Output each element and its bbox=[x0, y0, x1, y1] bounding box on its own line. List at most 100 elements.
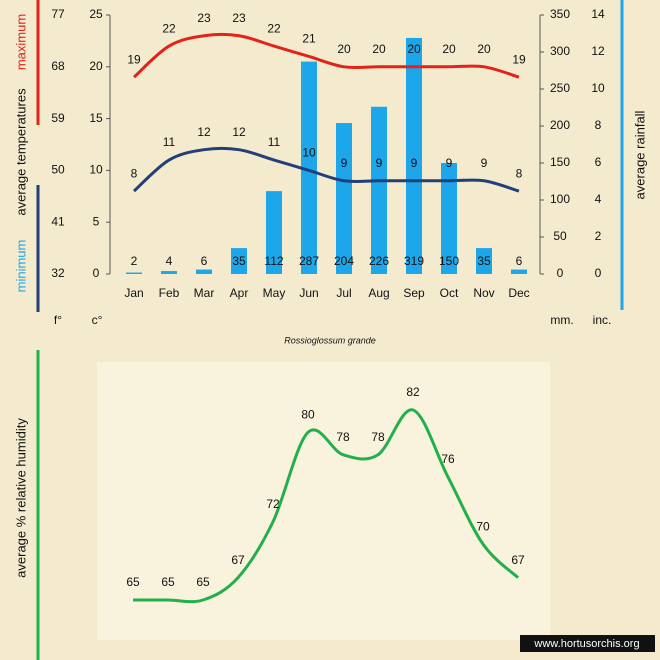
rain-bar bbox=[371, 106, 387, 274]
rain-bar bbox=[126, 272, 142, 274]
temp-value: 23 bbox=[197, 11, 211, 25]
tick-label: 50 bbox=[553, 229, 567, 243]
f-unit: f° bbox=[54, 313, 62, 327]
tick-label: 300 bbox=[550, 44, 570, 58]
x-tick-label: Dec bbox=[508, 286, 529, 300]
temp-value: 20 bbox=[372, 42, 386, 56]
temp-value: 12 bbox=[197, 125, 211, 139]
tick-label: 350 bbox=[550, 7, 570, 21]
x-tick-label: Mar bbox=[194, 286, 215, 300]
temp-value: 8 bbox=[516, 166, 523, 180]
humidity-panel bbox=[97, 362, 550, 640]
tick-label: 50 bbox=[51, 163, 65, 177]
temp-value: 9 bbox=[376, 156, 383, 170]
x-tick-label: Apr bbox=[230, 286, 249, 300]
tick-label: 20 bbox=[89, 59, 103, 73]
temp-label: average temperatures bbox=[13, 88, 28, 216]
tick-label: 200 bbox=[550, 118, 570, 132]
humidity-value: 78 bbox=[336, 430, 350, 444]
subtitle: Rossioglossum grande bbox=[284, 335, 376, 345]
rain-bar bbox=[476, 248, 492, 274]
humidity-value: 76 bbox=[441, 452, 455, 466]
rain-value: 287 bbox=[299, 254, 319, 268]
humidity-value: 67 bbox=[511, 553, 525, 567]
temp-value: 11 bbox=[268, 135, 281, 149]
humidity-value: 70 bbox=[476, 519, 490, 533]
temp-line bbox=[132, 32, 520, 79]
temp-value: 9 bbox=[411, 156, 418, 170]
rain-value: 2 bbox=[131, 254, 138, 268]
temp-value: 20 bbox=[477, 42, 491, 56]
tick-label: 250 bbox=[550, 81, 570, 95]
x-tick-label: Jun bbox=[299, 286, 318, 300]
humidity-value: 72 bbox=[266, 497, 280, 511]
rain-bar bbox=[266, 191, 282, 274]
tick-label: 0 bbox=[93, 266, 100, 280]
tick-label: 0 bbox=[595, 266, 602, 280]
humidity-line bbox=[132, 408, 520, 604]
temp-value: 20 bbox=[337, 42, 351, 56]
x-tick-label: Feb bbox=[159, 286, 180, 300]
humidity-value: 78 bbox=[371, 430, 385, 444]
x-tick-label: May bbox=[263, 286, 286, 300]
tick-label: 14 bbox=[591, 7, 605, 21]
footer: www.hortusorchis.org bbox=[533, 638, 639, 650]
min-label: minimum bbox=[13, 240, 28, 293]
x-tick-label: Jul bbox=[336, 286, 351, 300]
tick-label: 2 bbox=[595, 229, 602, 243]
temp-value: 21 bbox=[302, 32, 316, 46]
humidity-value: 82 bbox=[406, 385, 420, 399]
rain-value: 6 bbox=[516, 254, 523, 268]
rain-bar bbox=[441, 163, 457, 274]
x-tick-label: Aug bbox=[368, 286, 389, 300]
rain-bar bbox=[511, 269, 527, 274]
footer-box bbox=[520, 635, 655, 652]
temp-value: 23 bbox=[232, 11, 246, 25]
tick-label: 10 bbox=[89, 163, 103, 177]
temp-value: 22 bbox=[162, 21, 176, 35]
x-tick-label: Jan bbox=[124, 286, 143, 300]
tick-label: 77 bbox=[51, 7, 65, 21]
temp-value: 19 bbox=[127, 52, 141, 66]
temp-value: 12 bbox=[232, 125, 246, 139]
rain-label: average rainfall bbox=[632, 110, 647, 199]
tick-label: 150 bbox=[550, 155, 570, 169]
tick-label: 6 bbox=[595, 155, 602, 169]
rain-value: 204 bbox=[334, 254, 354, 268]
rain-value: 4 bbox=[166, 254, 173, 268]
rain-bar bbox=[336, 123, 352, 274]
rain-bar bbox=[301, 61, 317, 275]
rain-bar bbox=[406, 37, 422, 274]
humidity-value: 67 bbox=[231, 553, 245, 567]
tick-label: 59 bbox=[51, 111, 65, 125]
tick-label: 10 bbox=[591, 81, 605, 95]
rain-bar bbox=[161, 271, 177, 274]
temp-value: 22 bbox=[267, 21, 281, 35]
temp-value: 11 bbox=[163, 135, 176, 149]
tick-label: 5 bbox=[93, 214, 100, 228]
temp-value: 8 bbox=[131, 166, 138, 180]
temp-value: 9 bbox=[446, 156, 453, 170]
humidity-value: 65 bbox=[126, 575, 140, 589]
rain-bar bbox=[231, 248, 247, 274]
rain-value: 150 bbox=[439, 254, 459, 268]
tick-label: 41 bbox=[51, 214, 65, 228]
mm-unit: mm. bbox=[550, 313, 573, 327]
c-unit: c° bbox=[92, 313, 103, 327]
x-tick-label: Sep bbox=[403, 286, 425, 300]
temp-value: 9 bbox=[341, 156, 348, 170]
temp-value: 19 bbox=[512, 52, 526, 66]
temp-value: 20 bbox=[407, 42, 421, 56]
inch-unit: inc. bbox=[593, 313, 612, 327]
rain-bar bbox=[196, 269, 212, 274]
tick-label: 0 bbox=[557, 266, 564, 280]
tick-label: 100 bbox=[550, 192, 570, 206]
rain-value: 226 bbox=[369, 254, 389, 268]
tick-label: 4 bbox=[595, 192, 602, 206]
rain-value: 6 bbox=[201, 254, 208, 268]
x-tick-label: Nov bbox=[473, 286, 494, 300]
rain-value: 319 bbox=[404, 254, 424, 268]
x-tick-label: Oct bbox=[440, 286, 459, 300]
tick-label: 12 bbox=[591, 44, 605, 58]
